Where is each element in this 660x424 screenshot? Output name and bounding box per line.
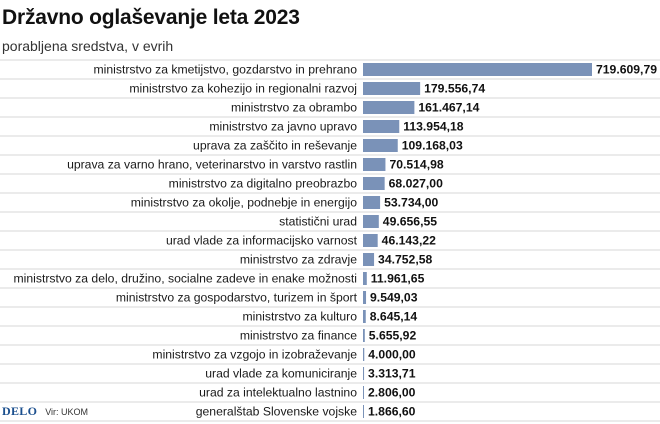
bar <box>363 386 364 399</box>
value-label: 113.954,18 <box>403 120 464 134</box>
category-label: ministrstvo za delo, družino, socialne z… <box>14 272 357 286</box>
category-label: uprava za zaščito in reševanje <box>193 139 357 153</box>
value-label: 179.556,74 <box>424 82 485 96</box>
value-label: 3.313,71 <box>368 367 416 381</box>
category-label: ministrstvo za vzgojo in izobraževanje <box>152 348 357 362</box>
value-label: 5.655,92 <box>369 329 417 343</box>
bar <box>363 329 365 342</box>
bar <box>363 367 365 380</box>
bar <box>363 310 366 323</box>
source-note: Vir: UKOM <box>45 407 89 417</box>
bar <box>363 272 367 285</box>
category-label: urad vlade za informacijsko varnost <box>166 234 358 248</box>
chart-subtitle: porabljena sredstva, v evrih <box>2 38 174 54</box>
category-label: ministrstvo za kohezijo in regionalni ra… <box>129 82 357 96</box>
bar <box>363 139 398 152</box>
value-label: 719.609,79 <box>596 63 657 77</box>
bar <box>363 234 378 247</box>
value-label: 8.645,14 <box>370 310 418 324</box>
value-label: 2.806,00 <box>368 386 416 400</box>
category-label: ministrstvo za obrambo <box>231 101 357 115</box>
category-label: ministrstvo za okolje, podnebje in energ… <box>131 196 357 210</box>
category-label: urad za intelektualno lastnino <box>199 386 357 400</box>
bar <box>363 158 386 171</box>
bar <box>363 196 381 209</box>
category-label: ministrstvo za kulturo <box>243 310 358 324</box>
category-label: ministrstvo za kmetijstvo, gozdarstvo in… <box>94 63 358 77</box>
bar <box>363 82 421 95</box>
footer: DELO Vir: UKOM <box>2 404 88 419</box>
bar <box>363 101 415 114</box>
bar <box>363 63 592 76</box>
category-label: statistični urad <box>279 215 357 229</box>
bar <box>363 120 400 133</box>
value-label: 34.752,58 <box>378 253 432 267</box>
value-label: 109.168,03 <box>402 139 463 153</box>
value-label: 1.866,60 <box>368 405 416 419</box>
value-label: 9.549,03 <box>370 291 418 305</box>
category-label: ministrstvo za gospodarstvo, turizem in … <box>116 291 358 305</box>
bar <box>363 348 365 361</box>
bar <box>363 405 364 418</box>
value-label: 161.467,14 <box>418 101 479 115</box>
value-label: 49.656,55 <box>383 215 437 229</box>
category-label: ministrstvo za javno upravo <box>209 120 357 134</box>
bar <box>363 215 379 228</box>
category-label: ministrstvo za digitalno preobrazbo <box>169 177 358 191</box>
category-label: urad vlade za komuniciranje <box>205 367 357 381</box>
bar <box>363 291 367 304</box>
value-label: 4.000,00 <box>368 348 416 362</box>
category-label: ministrstvo za finance <box>240 329 357 343</box>
value-label: 68.027,00 <box>389 177 443 191</box>
value-label: 46.143,22 <box>382 234 436 248</box>
bar <box>363 177 385 190</box>
value-label: 11.961,65 <box>371 272 425 286</box>
category-label: uprava za varno hrano, veterinarstvo in … <box>67 158 357 172</box>
delo-logo: DELO <box>2 404 38 418</box>
category-label: ministrstvo za zdravje <box>240 253 357 267</box>
value-label: 53.734,00 <box>384 196 438 210</box>
bar <box>363 253 375 266</box>
chart-title: Državno oglaševanje leta 2023 <box>2 6 300 29</box>
category-label: generalštab Slovenske vojske <box>196 405 357 419</box>
value-label: 70.514,98 <box>389 158 443 172</box>
